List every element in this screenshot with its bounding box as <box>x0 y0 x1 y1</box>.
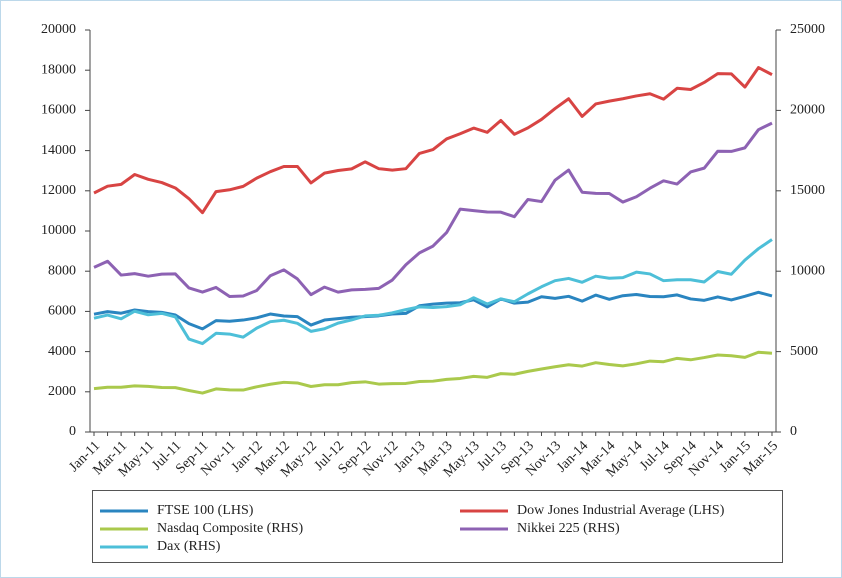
legend-label: Dow Jones Industrial Average (LHS) <box>517 503 725 518</box>
series-line <box>93 290 773 331</box>
y-tick-label: 10000 <box>41 223 76 238</box>
y2-tick-label: 0 <box>790 424 797 439</box>
y-tick-label: 8000 <box>48 263 76 278</box>
legend-box <box>92 490 783 563</box>
y-tick-label: 16000 <box>41 103 76 118</box>
y-tick-label: 18000 <box>41 62 76 77</box>
series-line <box>93 121 773 298</box>
series-line <box>93 238 773 346</box>
y-tick-label: 14000 <box>41 143 76 158</box>
legend-label: Nasdaq Composite (RHS) <box>157 521 304 536</box>
y2-tick-label: 25000 <box>790 22 825 37</box>
series-line <box>93 66 773 215</box>
y2-tick-label: 20000 <box>790 103 825 118</box>
y2-tick-label: 15000 <box>790 183 825 198</box>
legend-label: Dax (RHS) <box>157 539 221 554</box>
legend-label: FTSE 100 (LHS) <box>157 503 254 518</box>
y-tick-label: 12000 <box>41 183 76 198</box>
series-line <box>93 350 773 395</box>
y-tick-label: 4000 <box>48 344 76 359</box>
legend-label: Nikkei 225 (RHS) <box>517 521 620 536</box>
y-tick-label: 2000 <box>48 384 76 399</box>
y-tick-label: 6000 <box>48 304 76 319</box>
y-tick-label: 0 <box>69 424 76 439</box>
y2-tick-label: 10000 <box>790 263 825 278</box>
y2-tick-label: 5000 <box>790 344 818 359</box>
y-tick-label: 20000 <box>41 22 76 37</box>
